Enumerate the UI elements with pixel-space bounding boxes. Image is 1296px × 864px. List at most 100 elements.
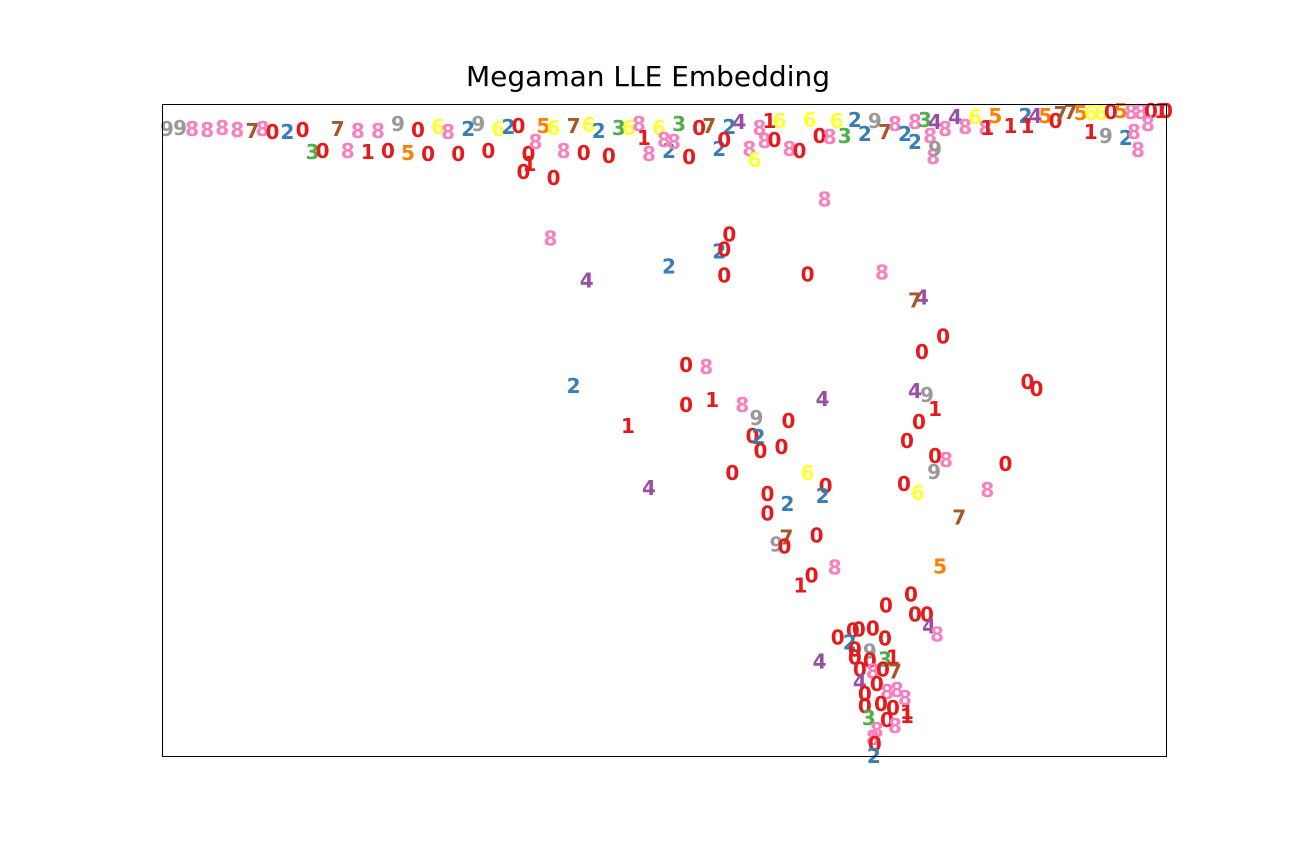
scatter-point: 0 <box>682 145 696 169</box>
scatter-point: 8 <box>870 718 884 742</box>
scatter-point: 6 <box>773 109 787 133</box>
scatter-point: 0 <box>717 128 731 152</box>
scatter-point: 0 <box>928 444 942 468</box>
scatter-point: 7 <box>245 119 259 143</box>
scatter-point: 0 <box>908 603 922 627</box>
scatter-point: 8 <box>1134 100 1148 124</box>
scatter-point: 0 <box>451 142 465 166</box>
scatter-point: 0 <box>1049 109 1063 133</box>
scatter-point: 1 <box>1020 114 1034 138</box>
scatter-point: 5 <box>1074 101 1088 125</box>
scatter-point: 0 <box>316 139 330 163</box>
scatter-point: 8 <box>926 145 940 169</box>
scatter-point: 7 <box>1054 102 1068 126</box>
scatter-point: 0 <box>760 482 774 506</box>
scatter-point: 9 <box>749 406 763 430</box>
scatter-point: 4 <box>642 476 656 500</box>
scatter-point: 8 <box>823 125 837 149</box>
scatter-point: 8 <box>880 680 894 704</box>
scatter-point: 2 <box>781 492 795 516</box>
scatter-point: 6 <box>547 116 561 140</box>
scatter-point: 0 <box>1104 100 1118 124</box>
scatter-point: 0 <box>897 472 911 496</box>
scatter-point: 7 <box>331 117 345 141</box>
scatter-point: 9 <box>160 117 174 141</box>
scatter-point: 7 <box>567 114 581 138</box>
scatter-point: 8 <box>939 448 953 472</box>
scatter-point: 0 <box>522 142 536 166</box>
scatter-point: 2 <box>858 122 872 146</box>
scatter-point: 9 <box>927 460 941 484</box>
scatter-point: 3 <box>306 140 320 164</box>
scatter-point: 0 <box>904 583 918 607</box>
scatter-point: 8 <box>255 117 269 141</box>
scatter-point: 0 <box>870 672 884 696</box>
scatter-point: 0 <box>915 340 929 364</box>
scatter-point: 0 <box>481 139 495 163</box>
scatter-point: 2 <box>1018 104 1032 128</box>
scatter-point: 8 <box>875 261 889 285</box>
scatter-point: 7 <box>780 525 794 549</box>
scatter-point: 6 <box>582 113 596 137</box>
scatter-point: 3 <box>878 648 892 672</box>
scatter-point: 5 <box>401 141 415 165</box>
scatter-point: 2 <box>662 255 676 279</box>
scatter-point: 3 <box>918 108 932 132</box>
scatter-point: 0 <box>848 646 862 670</box>
scatter-point: 9 <box>868 109 882 133</box>
scatter-point: 3 <box>862 706 876 730</box>
scatter-point: 0 <box>775 435 789 459</box>
scatter-point: 0 <box>878 627 892 651</box>
scatter-point: 8 <box>866 660 880 684</box>
scatter-point: 0 <box>516 160 530 184</box>
scatter-point: 8 <box>978 116 992 140</box>
chart-title: Megaman LLE Embedding <box>466 60 830 93</box>
scatter-point: 3 <box>672 112 686 136</box>
scatter-point: 3 <box>838 124 852 148</box>
scatter-point: 8 <box>441 120 455 144</box>
scatter-point: 0 <box>760 501 774 525</box>
scatter-point: 0 <box>421 142 435 166</box>
scatter-point: 5 <box>537 114 551 138</box>
scatter-point: 0 <box>801 263 815 287</box>
scatter-point: 8 <box>557 139 571 163</box>
scatter-point: 0 <box>745 424 759 448</box>
scatter-point: 8 <box>742 137 756 161</box>
scatter-point: 1 <box>762 109 776 133</box>
scatter-point: 0 <box>602 144 616 168</box>
scatter-point: 8 <box>1127 120 1141 144</box>
scatter-point: 8 <box>890 678 904 702</box>
scatter-point: 8 <box>1141 112 1155 136</box>
scatter-point: 8 <box>898 686 912 710</box>
scatter-point: 8 <box>699 355 713 379</box>
scatter-point: 8 <box>783 137 797 161</box>
scatter-point: 9 <box>471 112 485 136</box>
scatter-point: 0 <box>717 237 731 261</box>
scatter-point: 7 <box>1064 100 1078 124</box>
scatter-point: 6 <box>491 117 505 141</box>
scatter-point: 5 <box>933 554 947 578</box>
scatter-point: 4 <box>908 379 922 403</box>
scatter-point: 7 <box>952 505 966 529</box>
scatter-point: 0 <box>858 682 872 706</box>
scatter-point: 8 <box>351 119 365 143</box>
scatter-point: 0 <box>868 732 882 756</box>
scatter-point: 3 <box>612 116 626 140</box>
scatter-point: 4 <box>853 670 867 694</box>
scatter-point: 1 <box>637 126 651 150</box>
scatter-point: 0 <box>880 708 894 732</box>
scatter-point: 5 <box>988 104 1002 128</box>
scatter-point: 2 <box>1119 126 1133 150</box>
scatter-point: 6 <box>652 116 666 140</box>
scatter-point: 1 <box>1003 114 1017 138</box>
scatter-point: 8 <box>752 116 766 140</box>
scatter-point: 8 <box>930 623 944 647</box>
scatter-point: 6 <box>431 115 445 139</box>
scatter-point: 6 <box>911 481 925 505</box>
scatter-point: 4 <box>928 110 942 134</box>
scatter-point: 8 <box>938 117 952 141</box>
scatter-point: 2 <box>848 108 862 132</box>
scatter-point: 0 <box>813 124 827 148</box>
